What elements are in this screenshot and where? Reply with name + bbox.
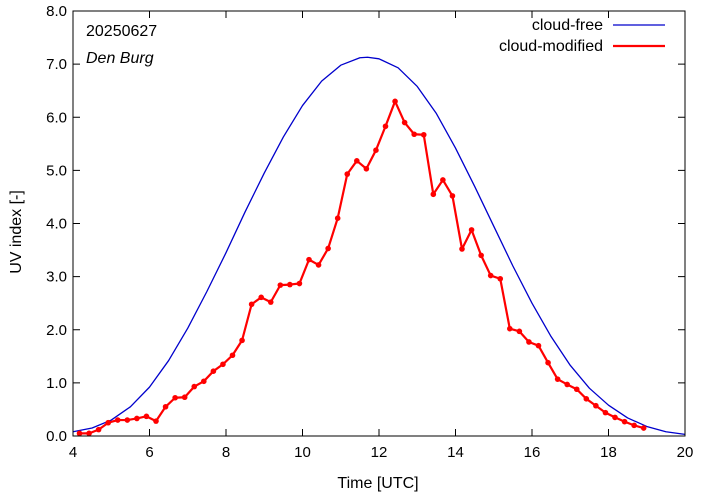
data-point-cloud-modified (105, 419, 111, 426)
y-tick-label: 2.0 (46, 322, 67, 339)
data-point-cloud-modified (86, 430, 92, 437)
x-tick-label: 18 (600, 444, 617, 461)
y-axis-label: UV index [-] (8, 190, 25, 274)
data-point-cloud-modified (124, 417, 131, 423)
data-point-cloud-modified (392, 98, 398, 105)
legend: cloud-free cloud-modified (499, 17, 665, 55)
data-point-cloud-modified (420, 131, 427, 138)
x-tick-label: 14 (447, 444, 464, 461)
data-point-cloud-modified (172, 394, 178, 401)
data-point-cloud-modified (220, 361, 226, 368)
x-tick-label: 16 (524, 444, 541, 461)
legend-label-cloud-free: cloud-free (532, 17, 603, 34)
data-point-cloud-modified (411, 131, 417, 138)
y-tick-label: 0.0 (46, 428, 67, 445)
data-point-cloud-modified (516, 328, 523, 335)
x-axis-label: Time [UTC] (337, 475, 418, 492)
station-annotation: Den Burg (86, 50, 154, 67)
data-point-cloud-modified (440, 177, 446, 183)
data-point-cloud-modified (201, 378, 207, 385)
data-point-cloud-modified (430, 191, 437, 198)
data-point-cloud-modified (631, 422, 637, 429)
data-point-cloud-modified (267, 299, 274, 305)
data-point-cloud-modified (507, 325, 513, 332)
data-point-cloud-modified (401, 119, 408, 126)
data-point-cloud-modified (334, 215, 341, 221)
data-point-cloud-modified (573, 386, 580, 393)
data-point-cloud-modified (564, 381, 570, 388)
data-point-cloud-modified (134, 415, 140, 422)
data-point-cloud-modified (459, 246, 465, 252)
y-tick-label: 7.0 (46, 56, 67, 73)
y-tick-label: 5.0 (46, 162, 67, 179)
data-point-cloud-modified (229, 352, 236, 359)
data-point-cloud-modified (545, 359, 551, 366)
data-point-cloud-modified (373, 147, 379, 153)
data-point-cloud-modified (497, 275, 504, 282)
data-point-cloud-modified (478, 252, 484, 259)
plot-layer (72, 56, 686, 437)
y-tick-label: 4.0 (46, 216, 67, 233)
data-point-cloud-modified (449, 193, 456, 199)
y-tick-label: 8.0 (46, 3, 67, 20)
data-point-cloud-modified (248, 301, 255, 308)
data-point-cloud-modified (640, 425, 647, 431)
x-tick-label: 6 (145, 444, 153, 461)
data-point-cloud-modified (612, 414, 618, 421)
data-point-cloud-modified (162, 403, 169, 410)
x-tick-label: 4 (69, 444, 77, 461)
x-tick-label: 12 (371, 444, 388, 461)
data-point-cloud-modified (487, 272, 494, 279)
data-point-cloud-modified (181, 394, 188, 401)
data-point-cloud-modified (363, 165, 370, 172)
data-point-cloud-modified (354, 158, 360, 164)
data-point-cloud-modified (95, 426, 102, 433)
legend-label-cloud-modified: cloud-modified (499, 38, 603, 55)
data-point-cloud-modified (114, 417, 121, 423)
data-point-cloud-modified (593, 402, 599, 409)
data-point-cloud-modified (526, 339, 532, 345)
data-point-cloud-modified (468, 227, 475, 233)
data-point-cloud-modified (535, 342, 542, 349)
data-point-cloud-modified (382, 123, 389, 130)
data-point-cloud-modified (277, 282, 284, 288)
data-point-cloud-modified (191, 383, 198, 390)
data-point-cloud-modified (258, 294, 264, 301)
data-point-cloud-modified (296, 280, 303, 287)
x-tick-label: 10 (294, 444, 311, 461)
data-point-cloud-modified (602, 409, 609, 416)
data-point-cloud-modified (306, 256, 312, 263)
data-point-cloud-modified (239, 337, 245, 344)
data-point-cloud-modified (315, 262, 322, 268)
y-tick-label: 6.0 (46, 109, 67, 126)
y-tick-label: 1.0 (46, 375, 67, 392)
data-point-cloud-modified (153, 418, 159, 424)
data-point-cloud-modified (210, 368, 217, 374)
data-point-cloud-modified (621, 418, 628, 425)
data-point-cloud-modified (344, 171, 351, 177)
y-tick-label: 3.0 (46, 269, 67, 286)
series-line-cloud-free (72, 56, 686, 436)
data-point-cloud-modified (325, 245, 331, 252)
data-point-cloud-modified (554, 376, 561, 382)
data-point-cloud-modified (143, 413, 150, 420)
axis-layer: 4 6 8 10 12 14 16 18 20 0.0 1.0 2.0 3.0 4.0 5.0 6.0 7.0 8… (46, 3, 693, 461)
data-point-cloud-modified (287, 281, 293, 288)
data-point-cloud-modified (583, 396, 590, 402)
x-tick-label: 8 (222, 444, 230, 461)
date-annotation: 20250627 (86, 23, 157, 40)
data-point-cloud-modified (76, 430, 83, 437)
x-tick-label: 20 (677, 444, 694, 461)
